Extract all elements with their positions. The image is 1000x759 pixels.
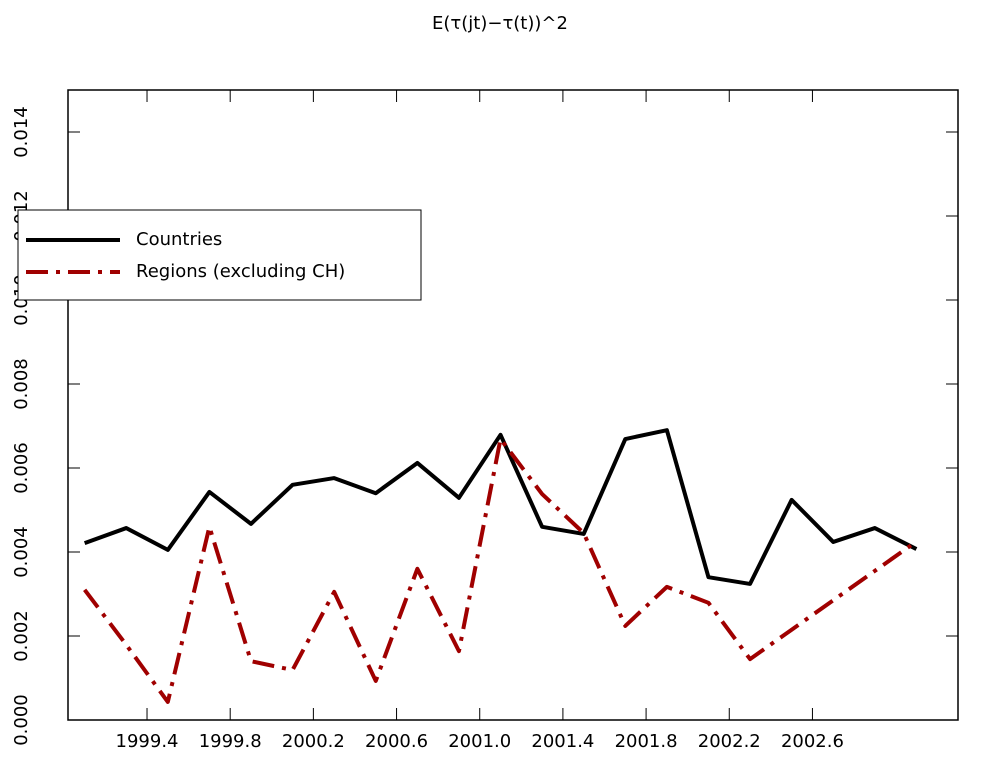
legend-box — [17, 209, 422, 301]
legend-label: Countries — [136, 229, 222, 250]
series-line — [83, 428, 918, 586]
y-tick-label: 0.008 — [11, 358, 32, 410]
x-tick-label: 1999.8 — [199, 731, 262, 752]
x-tick-label: 2001.0 — [448, 731, 511, 752]
y-tick-label: 0.006 — [11, 442, 32, 494]
y-tick-label: 0.004 — [11, 526, 32, 578]
x-tick-label: 2002.2 — [698, 731, 761, 752]
y-tick-label: 0.000 — [11, 694, 32, 746]
x-tick-label: 2000.2 — [282, 731, 345, 752]
plot-frame — [67, 89, 959, 721]
y-tick-label: 0.002 — [11, 610, 32, 662]
x-tick-label: 2002.6 — [781, 731, 844, 752]
chart-title: E(τ(jt)−τ(t))^2 — [432, 13, 568, 34]
x-tick-label: 2001.8 — [615, 731, 678, 752]
x-tick-label: 2000.6 — [365, 731, 428, 752]
series-line — [83, 437, 918, 704]
x-tick-label: 1999.4 — [116, 731, 179, 752]
legend-label: Regions (excluding CH) — [136, 261, 345, 282]
x-tick-label: 2001.4 — [531, 731, 594, 752]
y-tick-label: 0.014 — [11, 106, 32, 158]
